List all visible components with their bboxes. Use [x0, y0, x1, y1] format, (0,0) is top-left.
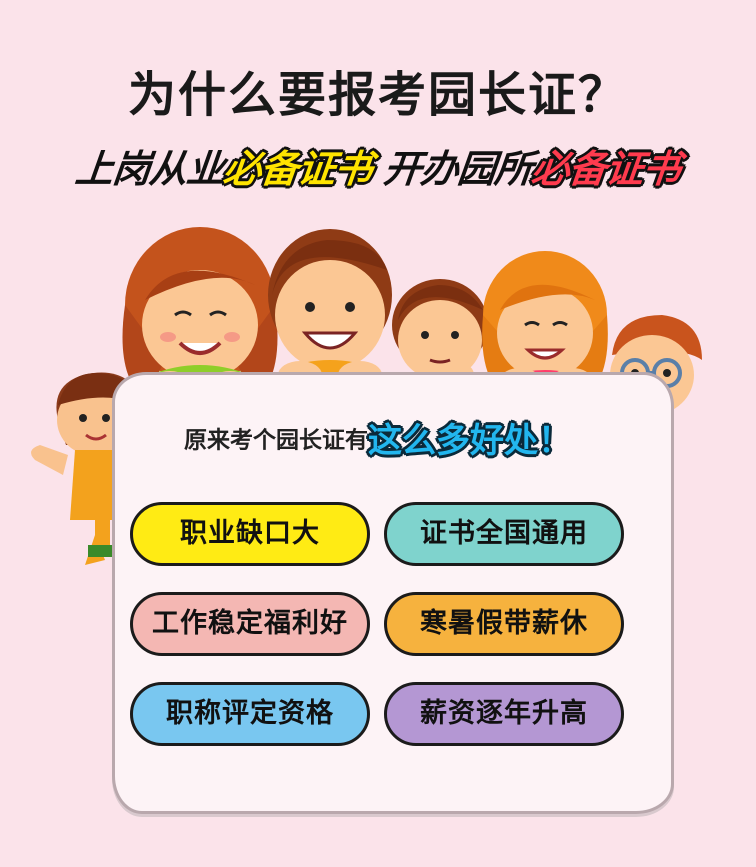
subtitle-highlight2: 必备证书 [529, 147, 683, 191]
subtitle-part2: 开办园所 [381, 147, 535, 191]
kid-legs-figure [88, 505, 118, 557]
board-heading: 原来考个园长证有这么多好处！ [0, 413, 756, 462]
subtitle-part1: 上岗从业 [73, 147, 226, 191]
subtitle-highlight1: 必备证书 [221, 147, 374, 191]
benefit-pill-4[interactable]: 寒暑假带薪休 [384, 592, 624, 656]
board-heading-plain: 原来考个园长证有 [184, 427, 368, 454]
benefit-pill-5[interactable]: 职称评定资格 [130, 682, 370, 746]
benefit-pill-2[interactable]: 证书全国通用 [384, 502, 624, 566]
subtitle: 上岗从业必备证书 开办园所必备证书 [0, 138, 756, 193]
page-title: 为什么要报考园长证？ [127, 67, 628, 123]
benefit-pill-3[interactable]: 工作稳定福利好 [130, 592, 370, 656]
benefit-pill-1[interactable]: 职业缺口大 [130, 502, 370, 566]
kid-boy-center-figure [268, 229, 392, 415]
benefit-pill-6[interactable]: 薪资逐年升高 [384, 682, 624, 746]
board-heading-emphasis: 这么多好处！ [368, 421, 572, 461]
